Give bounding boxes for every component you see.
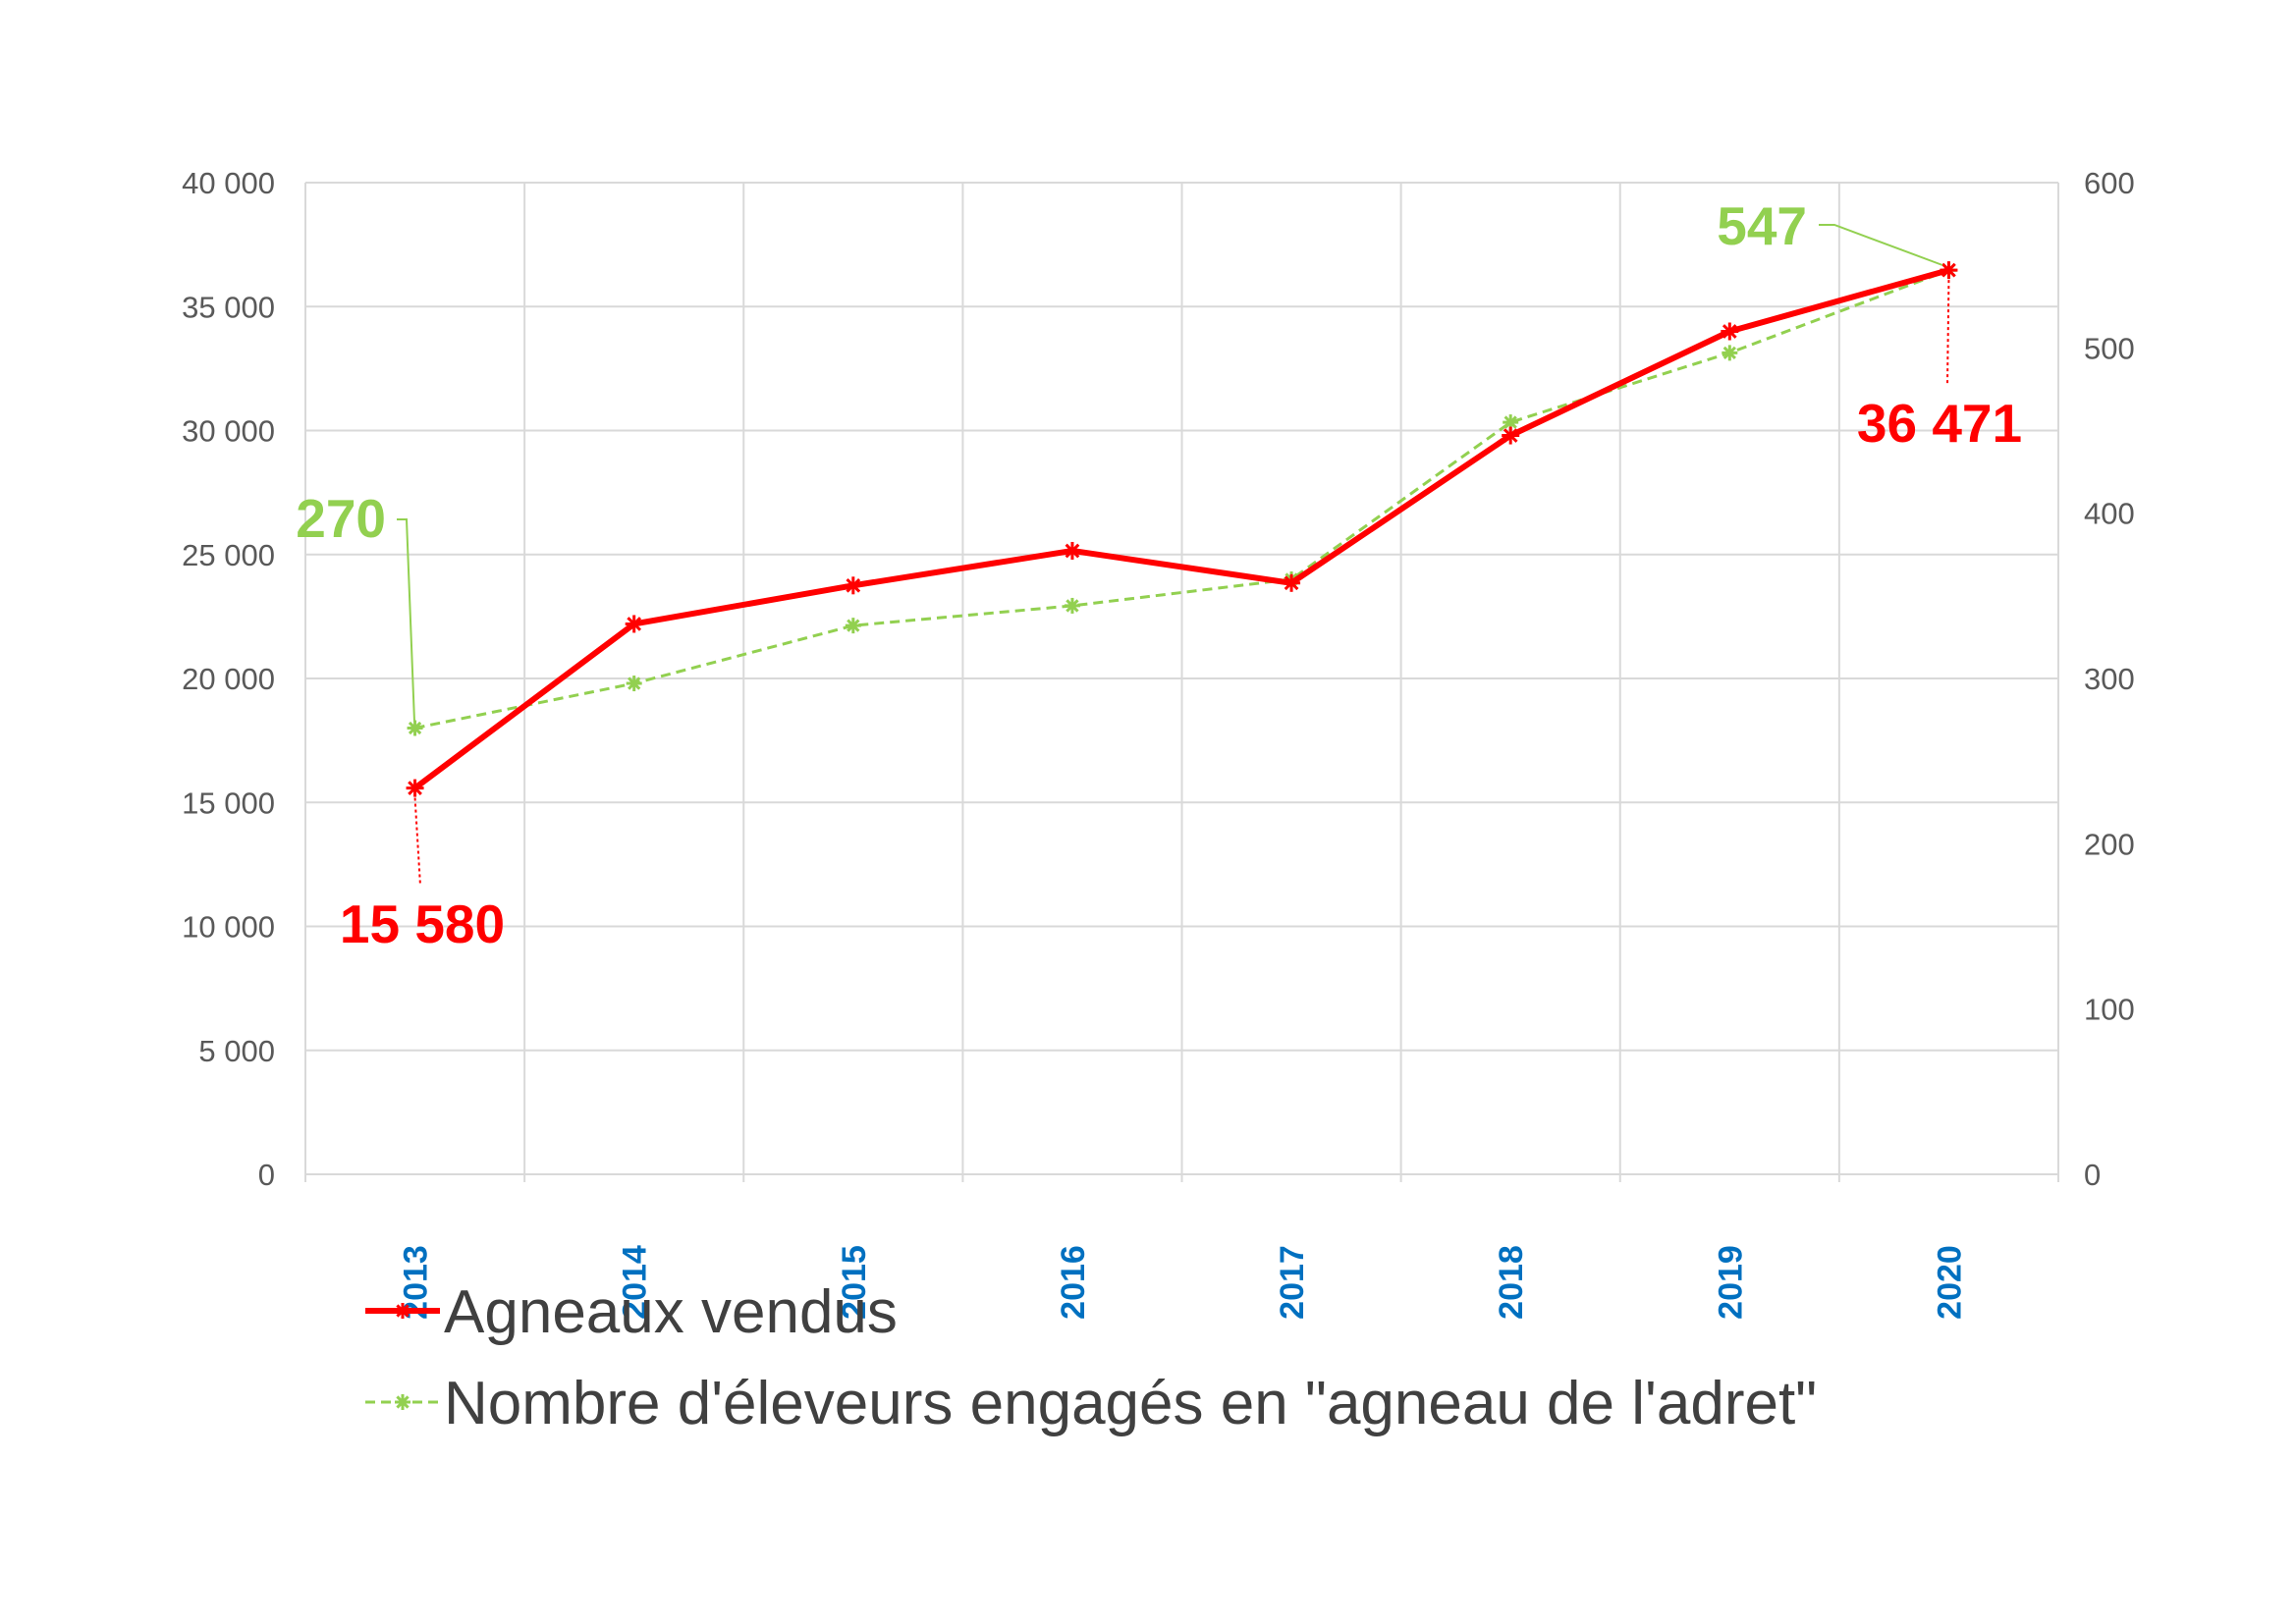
annotation-leader-line xyxy=(413,797,421,887)
point-agneaux-vendus xyxy=(406,779,424,797)
annotations: 15 580 36 471 270 547 xyxy=(296,195,2022,954)
annotation-leader-line xyxy=(397,518,415,723)
data-label: 547 xyxy=(1717,195,1807,256)
point-agneaux-vendus xyxy=(1283,573,1301,592)
y-left-tick-label: 5 000 xyxy=(198,1034,275,1068)
y-left-tick-label: 25 000 xyxy=(182,538,275,572)
y-right-tick-label: 100 xyxy=(2084,993,2135,1027)
x-tick-label: 2018 xyxy=(1493,1245,1530,1320)
y-right-tick-label: 600 xyxy=(2084,166,2135,200)
data-label: 15 580 xyxy=(340,893,505,954)
data-label: 36 471 xyxy=(1857,393,2022,454)
grid xyxy=(304,182,2059,1182)
y-left-tick-label: 35 000 xyxy=(182,290,275,324)
x-tick-label: 2019 xyxy=(1712,1245,1749,1320)
x-tick-label: 2016 xyxy=(1055,1245,1092,1320)
y-right-tick-label: 500 xyxy=(2084,331,2135,365)
point-agneaux-vendus xyxy=(1721,322,1739,341)
y-left-tick-label: 15 000 xyxy=(182,785,275,820)
y-left-tick-label: 0 xyxy=(258,1158,275,1192)
point-agneaux-vendus xyxy=(1502,426,1520,445)
y-right-tick-label: 400 xyxy=(2084,497,2135,531)
y-left-tick-label: 20 000 xyxy=(182,662,275,696)
point-agneaux-vendus xyxy=(844,576,862,595)
x-tick-label: 2020 xyxy=(1931,1245,1968,1320)
axes: 0 5 000 10 000 15 000 20 000 25 000 30 000 35 0… xyxy=(182,166,2135,1320)
x-tick-label: 2015 xyxy=(836,1245,873,1320)
annotation-leader-line xyxy=(1946,280,1950,386)
point-eleveurs xyxy=(1503,414,1519,431)
y-left-tick-label: 10 000 xyxy=(182,910,275,945)
series-line-agneaux-vendus xyxy=(412,267,1950,791)
series-group xyxy=(406,261,1958,797)
point-agneaux-vendus xyxy=(625,615,643,633)
legend-entry-label: Nombre d'éleveurs engagés en "agneau de … xyxy=(444,1370,1817,1437)
point-agneaux-vendus xyxy=(1063,541,1081,560)
legend-swatch-marker xyxy=(395,1303,410,1319)
y-left-tick-label: 40 000 xyxy=(182,166,275,200)
point-eleveurs xyxy=(407,720,423,736)
y-right-tick-label: 200 xyxy=(2084,827,2135,861)
point-eleveurs xyxy=(626,676,642,692)
point-agneaux-vendus xyxy=(1940,261,1958,280)
data-label: 270 xyxy=(296,488,386,549)
x-tick-label: 2014 xyxy=(617,1245,654,1320)
series-line-eleveurs xyxy=(414,268,1949,730)
legend-entry-label: Agneaux vendus xyxy=(444,1278,898,1346)
y-right-tick-label: 0 xyxy=(2084,1158,2101,1192)
point-eleveurs xyxy=(1064,597,1080,614)
y-right-tick-label: 300 xyxy=(2084,662,2135,696)
point-eleveurs xyxy=(845,618,861,634)
legend: Agneaux vendus Nombre d'éleveurs engagés … xyxy=(365,1278,1817,1437)
legend-swatch-marker xyxy=(395,1394,410,1410)
x-tick-label: 2017 xyxy=(1274,1245,1311,1320)
point-eleveurs xyxy=(1722,345,1738,361)
y-left-tick-label: 30 000 xyxy=(182,414,275,449)
annotation-leader-line xyxy=(1819,224,1943,266)
